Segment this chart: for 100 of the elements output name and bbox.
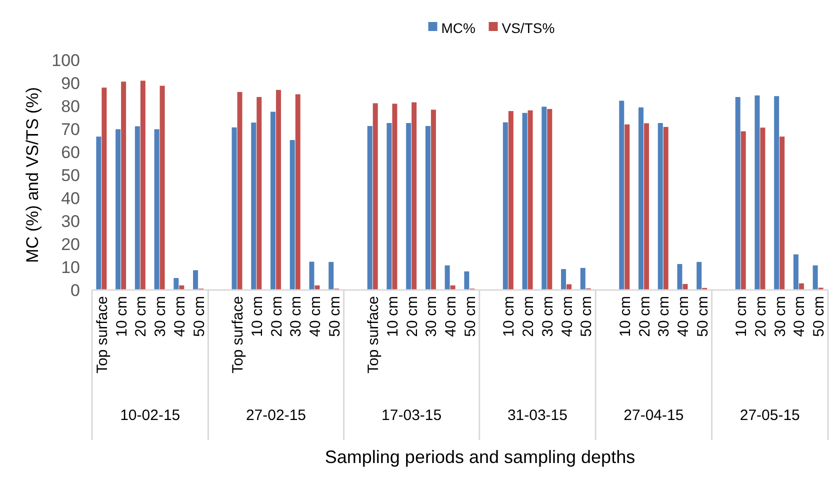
x-tick-label: 40 cm xyxy=(171,296,188,337)
y-tick-label: 10 xyxy=(61,258,80,277)
x-tick-label: 20 cm xyxy=(268,296,286,337)
bar xyxy=(547,108,552,290)
x-tick-label: 30 cm xyxy=(152,296,170,337)
x-tick-label: 40 cm xyxy=(791,296,808,337)
x-tick-label: 40 cm xyxy=(674,296,692,337)
y-tick-label: 100 xyxy=(52,50,80,70)
bar xyxy=(134,126,140,290)
x-tick-label: Top surface xyxy=(230,296,247,374)
x-tick-label: 10 cm xyxy=(616,296,634,337)
bar xyxy=(160,86,165,290)
bar xyxy=(270,112,276,290)
bar xyxy=(102,88,107,290)
bar xyxy=(121,82,126,290)
bar xyxy=(251,122,256,290)
y-tick-label: 70 xyxy=(61,120,80,139)
x-tick-label: 50 cm xyxy=(326,296,344,337)
bar xyxy=(644,123,649,290)
bar xyxy=(522,112,528,290)
bar xyxy=(328,262,334,290)
y-tick-label: 60 xyxy=(61,142,80,162)
text: 27-04-15 xyxy=(624,407,684,424)
x-tick-label: 30 cm xyxy=(288,296,305,337)
bar xyxy=(682,284,688,290)
bar xyxy=(295,94,300,290)
bar xyxy=(528,110,533,290)
bar xyxy=(542,106,547,290)
x-tick-label: Top surface xyxy=(94,296,111,374)
bar xyxy=(386,123,392,290)
x-tick-label: 50 cm xyxy=(462,296,479,337)
y-tick-label: 80 xyxy=(61,96,80,116)
x-tick-label: 40 cm xyxy=(306,296,324,337)
x-tick-label: 10 cm xyxy=(733,296,750,337)
x-tick-label: 10 cm xyxy=(384,296,402,337)
x-tick-label: 10 cm xyxy=(113,296,130,337)
bar xyxy=(619,100,624,290)
x-tick-label: 40 cm xyxy=(558,296,576,337)
bar xyxy=(237,92,242,290)
bar xyxy=(430,110,436,290)
bar xyxy=(780,136,785,290)
bar xyxy=(561,269,566,290)
bar xyxy=(798,283,804,290)
x-tick-label: 10 cm xyxy=(500,296,518,337)
legend-label: MC% xyxy=(441,20,476,36)
bar xyxy=(372,103,378,290)
bar xyxy=(256,97,262,290)
bar xyxy=(232,127,237,290)
y-tick-label: 20 xyxy=(61,234,80,254)
bar xyxy=(367,126,372,290)
bar xyxy=(677,264,682,290)
bar xyxy=(624,124,630,290)
bar xyxy=(754,95,760,290)
bar xyxy=(502,122,508,290)
x-tick-label: 30 cm xyxy=(656,296,673,337)
bar xyxy=(140,80,146,290)
bar xyxy=(116,129,121,290)
x-tick-label: Top surface xyxy=(365,296,382,374)
x-tick-label: 50 cm xyxy=(578,296,596,337)
bar xyxy=(658,123,663,290)
bar xyxy=(290,140,295,290)
x-tick-label: 10 cm xyxy=(248,296,266,337)
x-tick-label: 50 cm xyxy=(694,296,712,337)
y-axis-title: MC (%) and VS/TS (%) xyxy=(23,87,42,263)
x-tick-label: 20 cm xyxy=(520,296,538,337)
text: 10-02-15 xyxy=(120,407,180,424)
bar xyxy=(412,102,417,290)
x-tick-label: 30 cm xyxy=(423,296,440,337)
y-tick-label: 50 xyxy=(61,166,80,185)
bar xyxy=(392,104,398,290)
bar xyxy=(663,126,668,290)
bar xyxy=(276,90,281,290)
x-tick-label: 20 cm xyxy=(752,296,770,337)
x-tick-label: 20 cm xyxy=(132,296,150,337)
bar xyxy=(812,265,818,290)
x-tick-label: 40 cm xyxy=(442,296,460,337)
y-tick-label: 30 xyxy=(61,212,80,231)
x-axis-title: Sampling periods and sampling depths xyxy=(324,447,636,467)
bar xyxy=(309,262,314,290)
bar xyxy=(154,129,160,290)
bar xyxy=(406,123,412,290)
y-tick-label: 40 xyxy=(61,188,80,208)
y-tick-label: 0 xyxy=(70,280,80,300)
bar xyxy=(774,96,780,290)
bar xyxy=(508,111,514,290)
bar xyxy=(696,262,702,290)
x-tick-label: 30 cm xyxy=(539,296,556,337)
bar xyxy=(464,271,470,290)
x-tick-label: 20 cm xyxy=(404,296,421,337)
x-tick-label: 20 cm xyxy=(636,296,654,337)
x-tick-label: 50 cm xyxy=(810,296,828,337)
bar xyxy=(425,126,430,290)
bar xyxy=(444,265,450,290)
text: 17-03-15 xyxy=(382,407,442,424)
x-tick-label: 30 cm xyxy=(772,296,789,337)
legend-label: VS/TS% xyxy=(502,20,555,36)
bar xyxy=(793,254,798,290)
text: 31-03-15 xyxy=(507,407,568,424)
text: 27-05-15 xyxy=(740,407,800,424)
text: 27-02-15 xyxy=(246,407,306,424)
